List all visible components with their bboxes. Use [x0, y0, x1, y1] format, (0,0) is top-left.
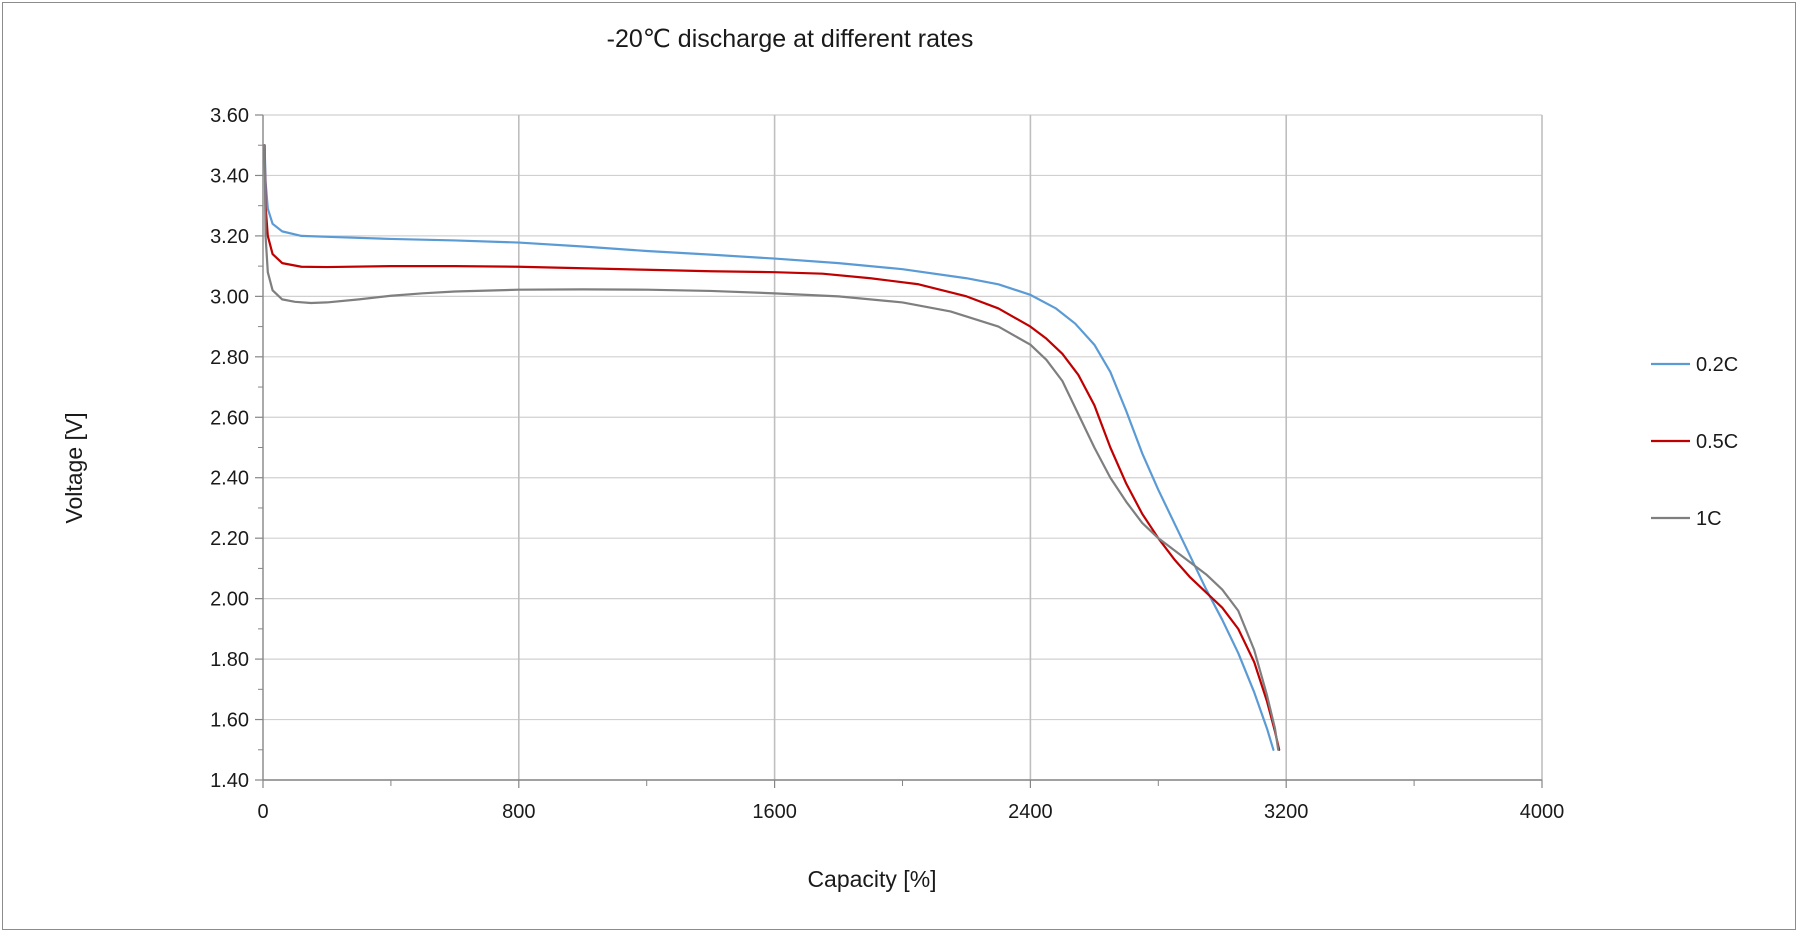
legend-label: 1C — [1696, 508, 1722, 530]
y-tick-label: 2.80 — [210, 347, 249, 369]
y-tick-label: 2.40 — [210, 468, 249, 490]
x-tick-label: 3200 — [1264, 801, 1309, 823]
x-tick-label: 800 — [502, 801, 535, 823]
legend: 0.2C 0.5C 1C — [1651, 354, 1738, 530]
y-tick-label: 1.80 — [210, 649, 249, 671]
y-tick-labels: 1.40 1.60 1.80 2.00 2.20 2.40 2.60 2.80 3.00 3.20… — [210, 105, 249, 792]
y-tick-label: 3.60 — [210, 105, 249, 127]
series-lines — [263, 144, 1281, 751]
series-line-1C — [263, 144, 1280, 751]
legend-label: 0.2C — [1696, 354, 1738, 376]
x-tick-label: 2400 — [1008, 801, 1053, 823]
legend-label: 0.5C — [1696, 431, 1738, 453]
y-tick-label: 3.00 — [210, 286, 249, 308]
y-tick-label: 1.40 — [210, 770, 249, 792]
series-line-0.5C — [263, 144, 1281, 751]
x-tick-label: 4000 — [1520, 801, 1565, 823]
y-tick-label: 2.60 — [210, 407, 249, 429]
y-tick-label: 3.40 — [210, 165, 249, 187]
x-axis-title: Capacity [%] — [807, 866, 936, 892]
y-tick-label: 1.60 — [210, 710, 249, 732]
x-tick-labels: 0 800 1600 2400 3200 4000 — [257, 801, 1564, 823]
x-tick-label: 1600 — [752, 801, 797, 823]
y-tick-label: 2.00 — [210, 589, 249, 611]
series-line-0.2C — [263, 144, 1275, 751]
y-axis-title: Voltage [V] — [61, 412, 87, 523]
chart-title: -20℃ discharge at different rates — [607, 25, 974, 53]
y-tick-label: 3.20 — [210, 226, 249, 248]
x-tick-label: 0 — [257, 801, 268, 823]
axes — [255, 114, 1543, 788]
y-tick-label: 2.20 — [210, 528, 249, 550]
grid-lines — [263, 114, 1543, 781]
